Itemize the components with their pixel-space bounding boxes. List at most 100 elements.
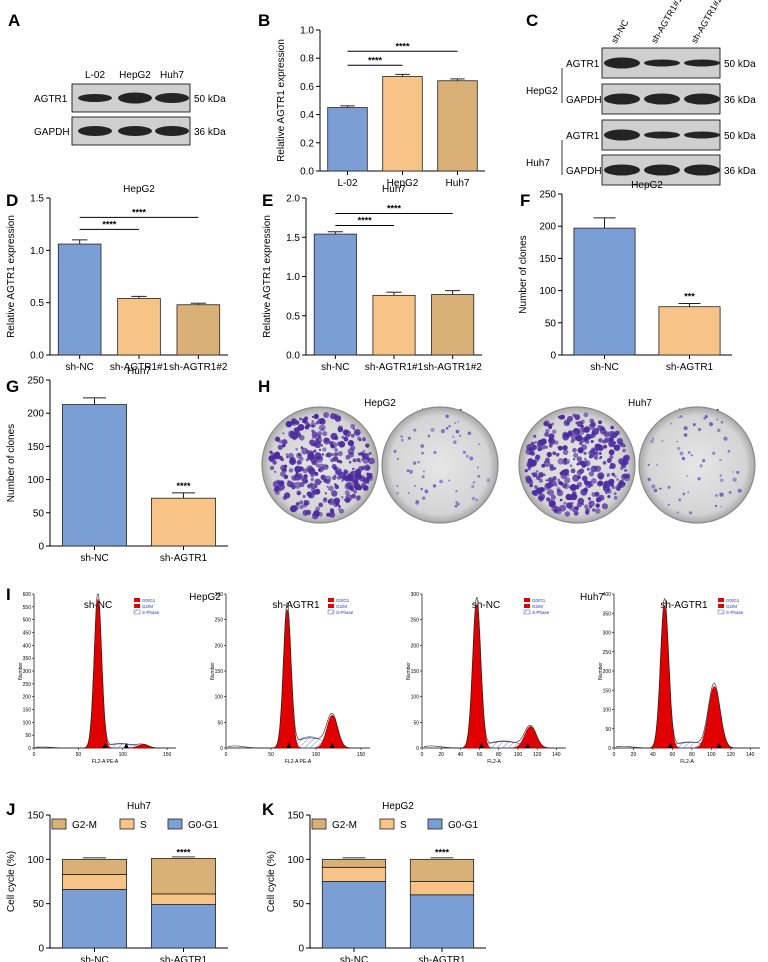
- colony: [716, 418, 719, 421]
- colony: [283, 468, 287, 472]
- blot-kda-label: 36 kDa: [724, 95, 756, 106]
- y-tick-label: 550: [23, 605, 32, 611]
- colony: [278, 455, 283, 460]
- colony: [569, 464, 573, 468]
- y-tick-label: 400: [603, 592, 612, 598]
- colony: [420, 487, 423, 491]
- colony: [737, 488, 742, 493]
- colony: [351, 493, 356, 499]
- colony: [318, 448, 322, 452]
- colony: [358, 466, 364, 472]
- legend-swatch: [427, 818, 443, 830]
- colony: [298, 466, 304, 472]
- x-tick-label: 0: [613, 752, 616, 758]
- colony: [311, 420, 314, 423]
- colony: [732, 471, 734, 473]
- panel-letter-G: G: [6, 377, 19, 396]
- y-axis-label: Number of clones: [6, 424, 17, 502]
- colony: [565, 421, 569, 425]
- colony: [356, 495, 361, 500]
- peak-marker: [329, 743, 335, 748]
- lane-label: sh-AGTR1#2: [689, 0, 724, 45]
- x-tick-label: sh-NC: [80, 553, 108, 564]
- chart-D: D HepG2 0.0 0.5 1.0 1.5 Relative AGTR1 express…: [6, 184, 228, 373]
- colony: [350, 423, 356, 429]
- colony: [590, 478, 597, 484]
- colony: [580, 424, 584, 428]
- bar: [327, 107, 368, 172]
- colony: [302, 494, 306, 499]
- y-tick-label: 150: [411, 669, 420, 675]
- colony: [598, 438, 603, 443]
- colony: [352, 458, 357, 463]
- x-tick-label: 120: [533, 752, 542, 758]
- colony: [327, 499, 332, 504]
- y-tick-label: 200: [215, 643, 224, 649]
- g0g1-peak: [272, 608, 302, 749]
- peak-marker: [479, 743, 485, 748]
- colony: [702, 459, 706, 463]
- colony: [320, 474, 326, 480]
- x-axis-label: FL2-A: [487, 759, 501, 765]
- colony: [307, 484, 311, 488]
- colony: [365, 443, 370, 448]
- colony: [454, 504, 458, 508]
- g0g1-peak: [460, 603, 493, 749]
- bar: [151, 497, 216, 547]
- stacked-bar-segment: [409, 858, 475, 882]
- colony: [598, 451, 602, 455]
- colony: [362, 485, 369, 491]
- colony: [567, 430, 573, 435]
- colony: [304, 479, 308, 484]
- colony: [295, 501, 300, 506]
- colony: [584, 504, 589, 509]
- colony: [587, 480, 592, 486]
- colony: [295, 473, 299, 476]
- stacked-bar-segment: [62, 858, 127, 875]
- colony: [396, 485, 399, 487]
- x-tick-label: sh-AGTR1: [666, 362, 714, 373]
- colony: [686, 475, 688, 477]
- x-tick-label: 20: [631, 752, 637, 758]
- chart-title: Huh7: [382, 184, 406, 195]
- colony: [408, 469, 413, 474]
- colony: [361, 457, 364, 461]
- panel-letter-A: A: [8, 11, 20, 30]
- colony: [326, 485, 329, 488]
- colony: [552, 429, 557, 434]
- colony: [297, 424, 305, 431]
- blot-band: [78, 94, 112, 102]
- colony: [415, 500, 420, 505]
- colony: [310, 482, 313, 486]
- colony: [331, 464, 337, 469]
- colony: [618, 458, 625, 465]
- panel-letter-H: H: [258, 377, 270, 396]
- colony: [727, 450, 731, 453]
- colony: [659, 487, 662, 490]
- colony: [313, 413, 319, 419]
- significance-label: ****: [132, 207, 147, 217]
- colony: [303, 500, 307, 503]
- colony: [274, 470, 277, 473]
- colony: [471, 485, 475, 489]
- x-tick-label: 150: [163, 752, 172, 758]
- y-tick-label: 50: [293, 899, 305, 910]
- bar: [658, 306, 721, 356]
- x-tick-label: sh-AGTR1: [418, 955, 466, 962]
- x-tick-label: 40: [458, 752, 464, 758]
- y-tick-label: 100: [411, 695, 420, 701]
- x-tick-label: 50: [76, 752, 82, 758]
- colony: [326, 452, 332, 458]
- colony: [557, 458, 565, 465]
- y-axis-label: Cell cycle (%): [266, 851, 277, 912]
- blot-row-label: AGTR1: [34, 94, 68, 105]
- colony: [341, 496, 344, 499]
- x-tick-label: 100: [514, 752, 523, 758]
- colony: [314, 478, 322, 486]
- colony: [679, 415, 683, 418]
- blot-band: [644, 164, 680, 176]
- peak-marker: [286, 743, 292, 748]
- x-tick-label: 100: [312, 752, 321, 758]
- stacked-bar-segment: [151, 904, 216, 949]
